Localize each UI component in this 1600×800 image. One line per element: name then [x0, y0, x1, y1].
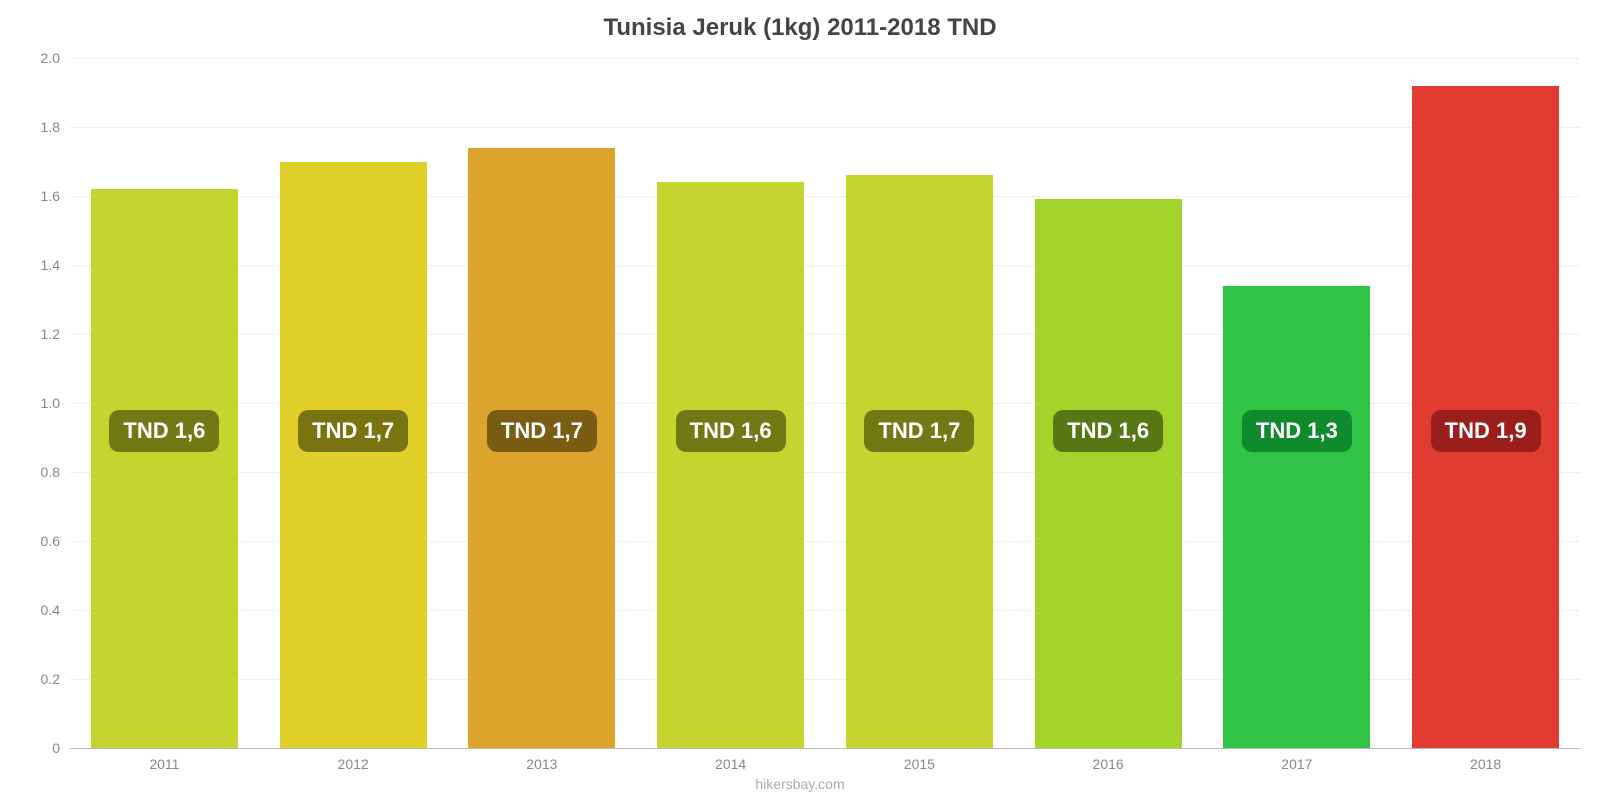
bar: [1035, 199, 1182, 748]
x-tick-label: 2013: [526, 748, 557, 772]
bar: [91, 189, 238, 748]
value-badge: TND 1,7: [298, 410, 408, 452]
plot-area: 00.20.40.60.81.01.21.41.61.82.02011TND 1…: [70, 58, 1580, 748]
value-badge: TND 1,6: [109, 410, 219, 452]
value-badge: TND 1,6: [1053, 410, 1163, 452]
attribution-text: hikersbay.com: [0, 776, 1600, 792]
x-tick-label: 2015: [904, 748, 935, 772]
chart-container: Tunisia Jeruk (1kg) 2011-2018 TND 00.20.…: [0, 0, 1600, 800]
value-badge: TND 1,6: [676, 410, 786, 452]
chart-title: Tunisia Jeruk (1kg) 2011-2018 TND: [0, 14, 1600, 42]
x-tick-label: 2014: [715, 748, 746, 772]
y-tick-label: 1.2: [41, 326, 70, 342]
x-tick-label: 2012: [338, 748, 369, 772]
x-axis-line: [70, 748, 1580, 749]
bar: [846, 175, 993, 748]
x-tick-label: 2018: [1470, 748, 1501, 772]
y-tick-label: 1.4: [41, 257, 70, 273]
x-tick-label: 2011: [149, 748, 179, 772]
bar: [1223, 286, 1370, 748]
bar: [657, 182, 804, 748]
y-tick-label: 0: [52, 740, 70, 756]
grid-line: [70, 127, 1580, 128]
grid-line: [70, 58, 1580, 59]
value-badge: TND 1,9: [1431, 410, 1541, 452]
y-tick-label: 1.0: [41, 395, 70, 411]
y-tick-label: 0.4: [41, 602, 70, 618]
x-tick-label: 2016: [1093, 748, 1124, 772]
y-tick-label: 1.8: [41, 119, 70, 135]
y-tick-label: 0.2: [41, 671, 70, 687]
value-badge: TND 1,7: [487, 410, 597, 452]
bar: [280, 162, 427, 749]
value-badge: TND 1,7: [864, 410, 974, 452]
y-tick-label: 2.0: [41, 50, 70, 66]
y-tick-label: 0.8: [41, 464, 70, 480]
y-tick-label: 0.6: [41, 533, 70, 549]
x-tick-label: 2017: [1281, 748, 1312, 772]
y-tick-label: 1.6: [41, 188, 70, 204]
value-badge: TND 1,3: [1242, 410, 1352, 452]
